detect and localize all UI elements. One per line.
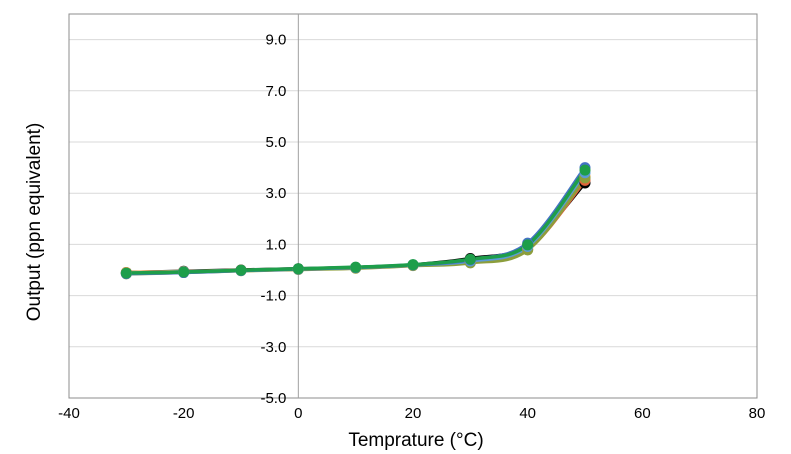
y-tick-labels: -5.0 -3.0 -1.0 1.0 3.0 5.0 7.0 9.0 — [260, 32, 286, 407]
x-tick-label: 60 — [634, 405, 651, 422]
gridlines — [69, 39, 757, 399]
data-point — [522, 239, 534, 251]
y-tick-label: -5.0 — [260, 390, 286, 407]
data-point — [178, 266, 190, 278]
y-axis-title: Output (ppn equivalent) — [24, 123, 45, 322]
data-point — [407, 259, 419, 271]
y-tick-label: 3.0 — [265, 185, 286, 202]
data-point — [464, 253, 476, 265]
x-tick-label: 40 — [519, 405, 536, 422]
x-axis-title: Temprature (°C) — [348, 430, 483, 451]
series-line — [124, 176, 587, 276]
x-tick-label: 20 — [405, 405, 422, 422]
y-tick-label: 7.0 — [265, 83, 286, 100]
y-tick-label: -1.0 — [260, 288, 286, 305]
y-tick-label: -3.0 — [260, 339, 286, 356]
x-tick-label: 80 — [749, 405, 766, 422]
data-point — [579, 164, 591, 176]
data-point — [350, 261, 362, 273]
plot-frame — [68, 13, 758, 399]
y-tick-label: 1.0 — [265, 236, 286, 253]
data-point — [292, 263, 304, 275]
y-tick-label: 5.0 — [265, 134, 286, 151]
series-line — [124, 178, 587, 275]
x-tick-label: -20 — [173, 405, 195, 422]
series-line — [124, 181, 587, 275]
series-layer — [120, 162, 591, 280]
x-tick-labels: -40 -20 0 20 40 60 80 — [58, 405, 765, 422]
data-point — [120, 267, 132, 279]
x-tick-label: 0 — [294, 405, 302, 422]
x-tick-label: -40 — [58, 405, 80, 422]
y-tick-label: 9.0 — [265, 32, 286, 49]
data-point — [235, 264, 247, 276]
